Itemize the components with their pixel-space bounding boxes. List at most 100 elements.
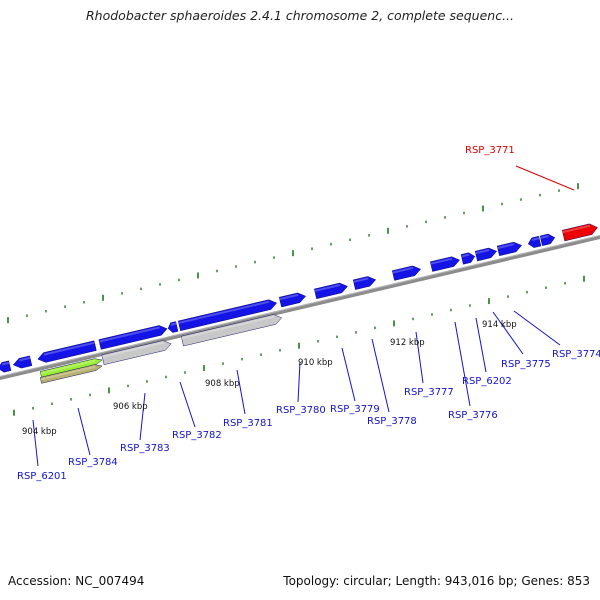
feature-bar-olive-shine — [40, 365, 96, 381]
gene-arrow — [278, 292, 306, 308]
leader-line — [475, 317, 487, 373]
leader-line — [179, 381, 196, 428]
gene-label[interactable]: RSP_3779 — [330, 404, 380, 415]
gene-label[interactable]: RSP_3776 — [448, 410, 498, 421]
gene-arrow-shape — [496, 241, 523, 257]
leader-line — [513, 310, 561, 346]
gene-label[interactable]: RSP_6201 — [17, 471, 67, 482]
leader-line — [492, 311, 524, 355]
gene-arrow-shine — [353, 277, 369, 283]
kbp-label: 906 kbp — [113, 402, 148, 412]
gene-arrow-pseudo — [101, 340, 172, 365]
gene-label[interactable]: RSP_3771 — [465, 145, 515, 156]
leader-line — [32, 419, 39, 467]
leader-line — [415, 331, 424, 384]
gene-arrow-selected-shine — [562, 224, 591, 234]
gene-arrow-shine — [43, 341, 95, 356]
gene-label[interactable]: RSP_3782 — [172, 430, 222, 441]
gene-arrow-shine — [497, 243, 515, 249]
gene-arrow-shape — [527, 236, 542, 248]
gene-arrow — [430, 256, 460, 272]
leader-line — [139, 392, 146, 441]
gene-arrow — [98, 325, 168, 350]
gene-arrow-pseudo-shine — [181, 315, 275, 340]
gene-label[interactable]: RSP_3783 — [120, 443, 170, 454]
gene-arrow — [0, 360, 12, 373]
gene-arrow-shine — [170, 322, 177, 326]
gene-arrow — [460, 252, 476, 265]
gene-arrow-shine — [279, 293, 299, 301]
gene-arrow-shine — [531, 237, 540, 241]
gene-labels: 904 kbp 906 kbp 908 kbp 910 kbp 912 kbp 914 k… — [17, 145, 600, 482]
gene-arrow-selected — [561, 223, 598, 242]
gene-arrow-shape — [12, 355, 33, 369]
gene-arrow-shine — [314, 284, 341, 292]
gene-arrow-shape — [352, 276, 377, 290]
gene-arrow-shape — [539, 233, 556, 246]
backbone-line — [0, 234, 600, 381]
gene-arrow-shine — [392, 266, 414, 274]
gene-arrow-shape — [167, 321, 179, 333]
gene-arrow-pseudo-shape — [180, 314, 282, 347]
gene-arrow-shape — [460, 252, 476, 265]
gene-arrow — [474, 247, 498, 262]
gene-label[interactable]: RSP_6202 — [462, 376, 512, 387]
gene-arrow — [177, 299, 278, 331]
gene-arrow-shine — [430, 257, 453, 265]
gene-arrow-shape — [474, 247, 498, 262]
chromosome-backbone — [0, 234, 600, 381]
kbp-label: 914 kbp — [482, 320, 517, 330]
feature-bar-olive — [39, 364, 103, 384]
gene-arrow-pseudo-shape — [101, 340, 172, 365]
gene-label[interactable]: RSP_3778 — [367, 416, 417, 427]
gene-label[interactable]: RSP_3775 — [501, 359, 551, 370]
gene-arrow-shape — [278, 292, 306, 308]
gene-arrow-shape — [98, 325, 168, 350]
gene-arrow — [391, 265, 421, 281]
gene-arrow-shape — [177, 299, 278, 331]
gene-arrow — [37, 340, 97, 363]
gene-arrow-pseudo — [180, 314, 282, 347]
feature-bar-green — [39, 358, 103, 378]
gene-label[interactable]: RSP_3780 — [276, 405, 326, 416]
gene-arrow-shine — [540, 235, 549, 239]
gene-label[interactable]: RSP_3777 — [404, 387, 454, 398]
gene-arrow-shape — [0, 360, 12, 373]
gene-arrow — [527, 236, 542, 248]
gene-arrow — [314, 282, 348, 299]
accession-text: Accession: NC_007494 — [8, 574, 145, 588]
topology-summary: Topology: circular; Length: 943,016 bp; … — [283, 574, 590, 588]
gene-arrow-shape — [430, 256, 460, 272]
gene-arrow-selected-shape — [561, 223, 598, 242]
feature-bar-green-shine — [40, 359, 96, 375]
leader-line — [77, 407, 91, 456]
label-leader-lines — [32, 165, 575, 467]
kbp-label: 904 kbp — [22, 427, 57, 437]
gene-arrow — [539, 233, 556, 246]
gene-arrow — [12, 355, 33, 369]
gene-arrow-shape — [37, 340, 97, 363]
gene-arrow — [496, 241, 523, 257]
map-title: Rhodobacter sphaeroides 2.4.1 chromosome… — [85, 8, 514, 23]
leader-line — [515, 165, 575, 191]
gene-arrow-shape — [314, 282, 348, 299]
gene-label[interactable]: RSP_3781 — [223, 418, 273, 429]
leader-line — [341, 347, 356, 402]
kbp-label: 908 kbp — [205, 379, 240, 389]
gene-arrow-shine — [1, 361, 10, 366]
gene-arrow-shape — [391, 265, 421, 281]
feature-bar-olive-shape — [39, 364, 103, 384]
leader-line — [454, 321, 471, 407]
gene-track — [0, 223, 598, 384]
gene-arrow-shine — [178, 300, 270, 324]
gene-label[interactable]: RSP_3784 — [68, 457, 118, 468]
gene-arrow-shine — [19, 356, 31, 362]
feature-bar-green-shape — [39, 358, 103, 378]
leader-line — [236, 369, 246, 415]
gene-label[interactable]: RSP_3774 — [552, 349, 600, 360]
backbone-highlight — [0, 234, 600, 378]
gene-arrow — [167, 321, 179, 333]
gene-arrow-pseudo-shine — [102, 341, 164, 358]
gene-arrow-shine — [98, 326, 160, 343]
